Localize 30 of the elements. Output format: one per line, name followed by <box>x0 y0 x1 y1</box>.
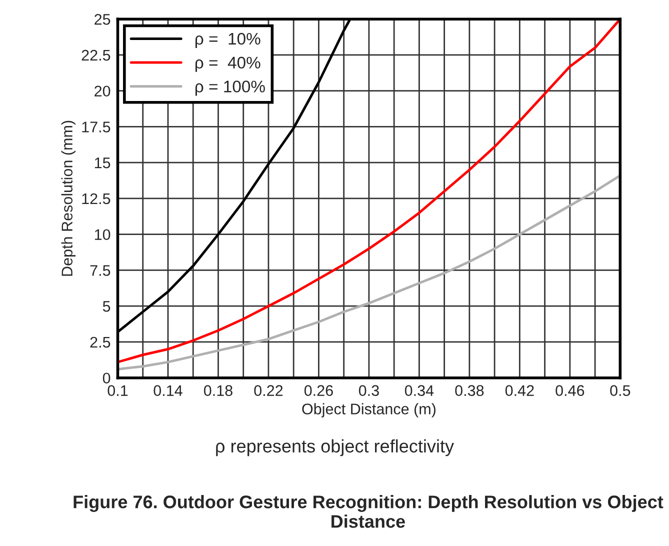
y-tick-label: 7.5 <box>90 265 110 276</box>
x-tick-label: 0.38 <box>455 385 484 396</box>
x-tick-label: 0.22 <box>254 385 283 396</box>
y-tick-label: 17.5 <box>82 122 110 132</box>
legend-label: ρ = 100% <box>195 80 265 96</box>
x-axis-title: Object Distance (m) <box>302 403 436 418</box>
x-tick-label: 0.46 <box>556 385 584 396</box>
y-tick-label: 20 <box>94 86 110 97</box>
text: Figure 76. Outdoor Gesture Recognition: Depth Resolution vs Object Distance <box>74 495 664 528</box>
text: ρ represents object reflectivity <box>216 439 454 456</box>
x-tick-label: 0.14 <box>154 385 182 396</box>
y-tick-label: 0 <box>102 372 110 384</box>
x-tick-label: 0.34 <box>404 385 434 396</box>
x-tick-label: 0.42 <box>505 385 534 396</box>
y-tick-label: 25 <box>94 14 110 25</box>
x-tick-label: 0.1 <box>108 385 128 396</box>
x-tick-label: 0.3 <box>358 385 379 396</box>
legend-label: ρ = 10% <box>195 32 260 48</box>
line-series <box>118 174 620 370</box>
y-tick-label: 2.5 <box>90 336 110 348</box>
y-tick-label: 22.5 <box>82 50 110 61</box>
y-tick-label: 12.5 <box>82 193 110 204</box>
x-tick-label: 0.26 <box>304 385 333 396</box>
y-tick-label: 10 <box>94 229 110 240</box>
y-axis-title: Depth Resolution (mm) <box>61 120 76 276</box>
y-tick-label: 5 <box>102 301 110 312</box>
x-tick-label: 0.18 <box>204 385 232 396</box>
x-tick-label: 0.5 <box>610 385 630 396</box>
legend-label: ρ = 40% <box>195 56 260 72</box>
y-tick-label: 15 <box>94 158 110 168</box>
